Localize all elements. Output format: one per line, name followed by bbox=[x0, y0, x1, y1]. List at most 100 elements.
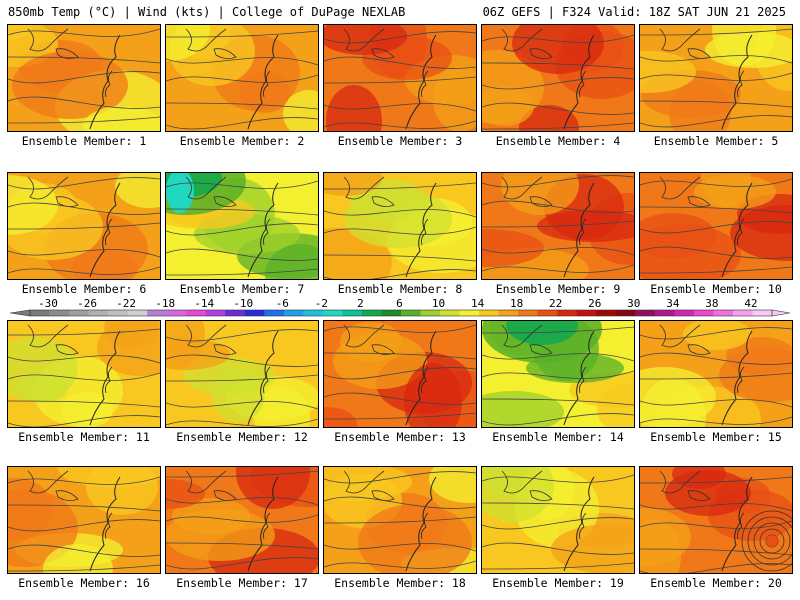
colorbar-swatch bbox=[635, 310, 656, 316]
colorbar-swatch bbox=[459, 310, 480, 316]
member-caption: Ensemble Member: 14 bbox=[492, 430, 624, 444]
member-caption: Ensemble Member: 19 bbox=[492, 576, 624, 590]
member-caption: Ensemble Member: 5 bbox=[653, 134, 779, 148]
member-map-panel bbox=[165, 466, 319, 574]
colorbar-swatch bbox=[69, 310, 89, 316]
member-caption: Ensemble Member: 7 bbox=[179, 282, 305, 296]
colorbar-tick-label: 30 bbox=[627, 297, 640, 310]
member-caption: Ensemble Member: 16 bbox=[18, 576, 150, 590]
temperature-field-map bbox=[8, 467, 160, 573]
member-map-panel bbox=[7, 320, 161, 428]
member-caption: Ensemble Member: 8 bbox=[337, 282, 463, 296]
colorbar-tick-label: 22 bbox=[549, 297, 562, 310]
temperature-field-map bbox=[166, 321, 318, 427]
colorbar-swatch bbox=[654, 310, 675, 316]
member-map-panel bbox=[481, 466, 635, 574]
colorbar-tick-label: -18 bbox=[155, 297, 175, 310]
colorbar-swatch bbox=[322, 310, 343, 316]
colorbar-swatch bbox=[615, 310, 636, 316]
temperature-field-map bbox=[324, 321, 476, 427]
temperature-field-map bbox=[482, 173, 634, 279]
member-map-panel bbox=[639, 466, 793, 574]
colorbar-swatch bbox=[576, 310, 597, 316]
colorbar-swatch bbox=[88, 310, 109, 316]
colorbar-tick-label: 34 bbox=[666, 297, 680, 310]
member-map-panel bbox=[7, 172, 161, 280]
temperature-field-map bbox=[640, 321, 792, 427]
colorbar-tick-label: -26 bbox=[77, 297, 97, 310]
member-map-panel bbox=[7, 24, 161, 132]
chart-title: 850mb Temp (°C) | Wind (kts) | College o… bbox=[8, 5, 406, 19]
colorbar-tick-label: 2 bbox=[357, 297, 364, 310]
colorbar-high-arrow bbox=[771, 309, 791, 317]
member-caption: Ensemble Member: 2 bbox=[179, 134, 305, 148]
member-caption: Ensemble Member: 18 bbox=[334, 576, 466, 590]
member-map-panel bbox=[481, 320, 635, 428]
colorbar-tick-label: -22 bbox=[116, 297, 136, 310]
member-map-panel bbox=[165, 24, 319, 132]
temperature-field-map bbox=[166, 25, 318, 131]
member-caption: Ensemble Member: 4 bbox=[495, 134, 621, 148]
member-caption: Ensemble Member: 12 bbox=[176, 430, 308, 444]
colorbar-swatch bbox=[127, 310, 148, 316]
colorbar-swatch bbox=[147, 310, 168, 316]
member-map-panel bbox=[323, 320, 477, 428]
colorbar-swatch bbox=[186, 310, 207, 316]
member-map-panel bbox=[165, 320, 319, 428]
colorbar-swatch bbox=[440, 310, 460, 316]
colorbar-swatch bbox=[381, 310, 402, 316]
temperature-field-map bbox=[482, 25, 634, 131]
temperature-field-map bbox=[482, 321, 634, 427]
colorbar-swatch bbox=[713, 310, 734, 316]
colorbar-tick-label: 18 bbox=[510, 297, 523, 310]
temperature-field-map bbox=[8, 25, 160, 131]
colorbar-swatch bbox=[342, 310, 363, 316]
colorbar-swatch bbox=[479, 310, 500, 316]
member-caption: Ensemble Member: 9 bbox=[495, 282, 621, 296]
colorbar-low-arrow bbox=[9, 309, 31, 317]
colorbar-tick-label: 26 bbox=[588, 297, 601, 310]
member-caption: Ensemble Member: 15 bbox=[650, 430, 782, 444]
member-caption: Ensemble Member: 6 bbox=[21, 282, 147, 296]
colorbar-swatch bbox=[401, 310, 421, 316]
colorbar-tick-label: 14 bbox=[471, 297, 485, 310]
colorbar-swatch bbox=[108, 310, 129, 316]
colorbar-swatch bbox=[596, 310, 617, 316]
temperature-field-map bbox=[640, 25, 792, 131]
colorbar-swatch bbox=[283, 310, 304, 316]
temperature-field-map bbox=[640, 467, 792, 573]
member-map-panel bbox=[481, 172, 635, 280]
member-map-panel bbox=[639, 24, 793, 132]
colorbar-tick-label: -30 bbox=[38, 297, 58, 310]
colorbar-swatch bbox=[537, 310, 558, 316]
colorbar-swatch bbox=[518, 310, 539, 316]
colorbar-swatch bbox=[244, 310, 265, 316]
colorbar-tick-label: 42 bbox=[744, 297, 757, 310]
temperature-field-map bbox=[324, 173, 476, 279]
member-caption: Ensemble Member: 20 bbox=[650, 576, 782, 590]
member-caption: Ensemble Member: 17 bbox=[176, 576, 308, 590]
member-caption: Ensemble Member: 10 bbox=[650, 282, 782, 296]
temperature-field-map bbox=[8, 321, 160, 427]
colorbar-swatch bbox=[420, 310, 441, 316]
member-map-panel bbox=[481, 24, 635, 132]
member-caption: Ensemble Member: 11 bbox=[18, 430, 150, 444]
colorbar-tick-label: 38 bbox=[705, 297, 718, 310]
temperature-field-map bbox=[482, 467, 634, 573]
colorbar-swatch bbox=[264, 310, 285, 316]
temperature-colorbar: -30 -26 -22 -18 -14 -10 -6 -2 2 6 10 14 18 22 26 30 34 38… bbox=[9, 297, 791, 317]
member-map-panel bbox=[639, 320, 793, 428]
colorbar-swatch bbox=[693, 310, 714, 316]
member-map-panel bbox=[323, 466, 477, 574]
run-info: 06Z GEFS | F324 Valid: 18Z SAT JUN 21 20… bbox=[482, 5, 786, 19]
colorbar-swatch bbox=[674, 310, 695, 316]
colorbar-swatch bbox=[732, 310, 753, 316]
colorbar-tick-label: 6 bbox=[396, 297, 403, 310]
temperature-field-map bbox=[166, 467, 318, 573]
temperature-field-map bbox=[166, 173, 318, 279]
member-caption: Ensemble Member: 3 bbox=[337, 134, 463, 148]
member-map-panel bbox=[165, 172, 319, 280]
colorbar-swatch bbox=[361, 310, 382, 316]
member-caption: Ensemble Member: 13 bbox=[334, 430, 466, 444]
colorbar-swatch bbox=[30, 310, 50, 316]
